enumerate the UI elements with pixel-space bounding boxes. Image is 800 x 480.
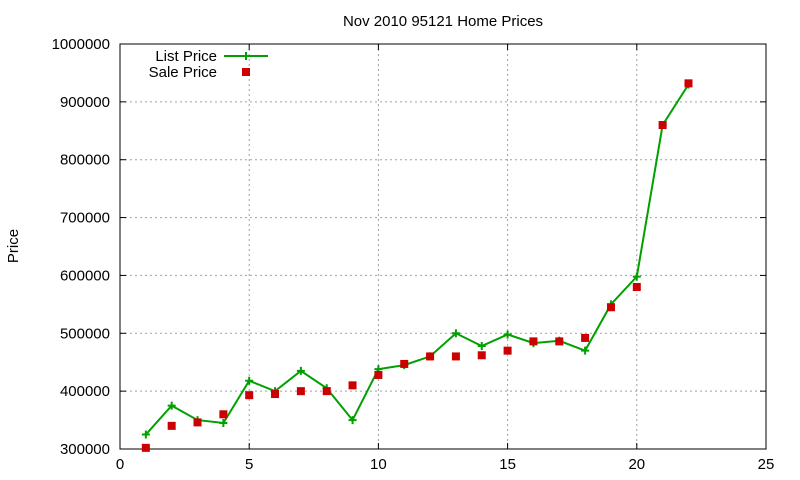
x-tick-label: 10 (370, 456, 387, 473)
data-point (503, 346, 512, 355)
data-point (503, 330, 512, 339)
y-tick-label: 300000 (60, 441, 110, 458)
data-point (606, 303, 615, 312)
series-sale-price (141, 79, 693, 452)
y-tick-label: 700000 (60, 210, 110, 227)
data-point (658, 121, 667, 129)
y-tick-label: 800000 (60, 152, 110, 169)
data-point (219, 410, 228, 419)
series-list-price (141, 80, 693, 439)
grid (120, 44, 766, 449)
data-point (271, 390, 280, 399)
plot-frame (119, 43, 767, 450)
chart-title: Nov 2010 95121 Home Prices (343, 13, 543, 30)
data-point (555, 337, 564, 346)
data-point (477, 342, 486, 351)
y-tick-label: 500000 (60, 325, 110, 342)
data-point (684, 79, 693, 88)
data-point (348, 416, 357, 425)
data-point (322, 387, 331, 396)
data-point (451, 352, 460, 361)
legend-square-marker (242, 68, 250, 76)
data-point (245, 391, 254, 400)
x-tick-label: 5 (245, 456, 253, 473)
data-point (632, 272, 641, 281)
data-point (348, 381, 357, 390)
series-line (145, 83, 690, 436)
legend-item: List Price (155, 48, 268, 65)
data-point (477, 351, 486, 360)
x-tick-label: 0 (116, 456, 124, 473)
legend-label: Sale Price (149, 64, 217, 81)
series (141, 79, 693, 452)
data-point (581, 333, 590, 342)
ticks: 0 5 10 15 20 25 300000 400000 500000 600000 700000… (52, 36, 775, 473)
y-axis-label: Price (5, 229, 22, 263)
data-point (632, 283, 641, 291)
data-point (400, 359, 409, 368)
y-tick-label: 1000000 (52, 36, 110, 53)
data-point (141, 443, 150, 452)
y-tick-label: 900000 (60, 94, 110, 111)
data-point (141, 430, 150, 439)
data-point (296, 366, 305, 375)
data-point (193, 418, 202, 427)
data-point (426, 352, 435, 361)
legend-cross-marker (242, 52, 250, 60)
x-tick-label: 25 (758, 456, 775, 473)
data-point (374, 370, 383, 379)
data-point (219, 418, 228, 427)
legend-label: List Price (155, 48, 217, 65)
y-tick-label: 400000 (60, 383, 110, 400)
data-point (451, 329, 460, 338)
x-tick-label: 15 (499, 456, 516, 473)
data-point (529, 337, 538, 346)
data-point (167, 421, 176, 430)
legend-item: Sale Price (149, 64, 250, 81)
y-tick-label: 600000 (60, 267, 110, 284)
data-point (245, 376, 254, 385)
data-point (581, 346, 590, 355)
data-point (296, 387, 305, 396)
x-tick-label: 20 (628, 456, 645, 473)
data-point (167, 401, 176, 410)
